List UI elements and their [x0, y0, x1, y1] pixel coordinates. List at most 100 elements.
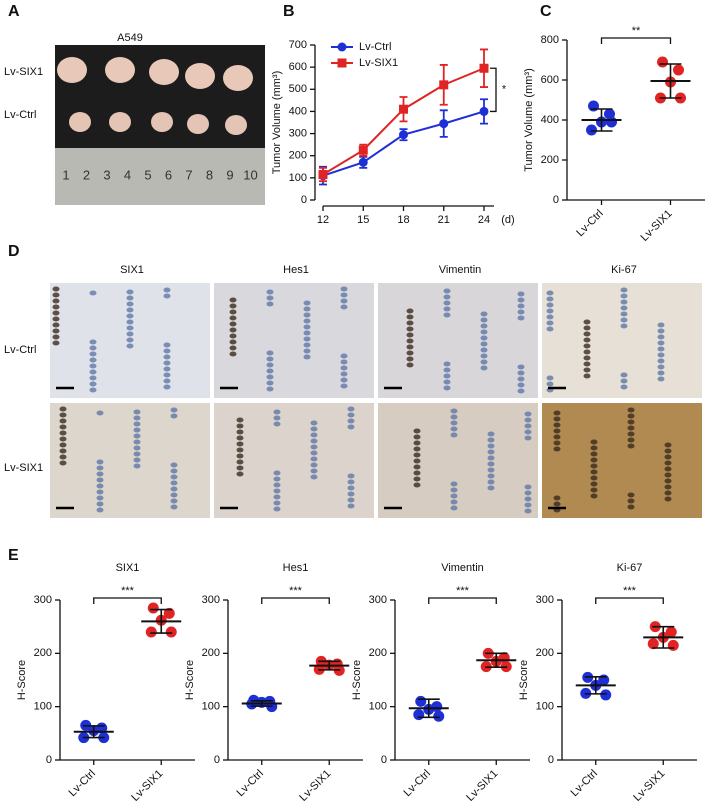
cell [590, 475, 598, 481]
cell [340, 304, 348, 310]
cell [450, 426, 458, 432]
cell [657, 334, 665, 340]
cell [303, 306, 311, 312]
x-tick-label: 21 [438, 214, 450, 226]
x-tick-label: 18 [397, 214, 409, 226]
y-tick-label: 100 [369, 701, 387, 713]
cell [553, 495, 561, 501]
cell [52, 310, 60, 316]
cell [170, 474, 178, 480]
data-point [147, 602, 159, 614]
cell [406, 356, 414, 362]
y-tick-label: 300 [202, 594, 220, 606]
cell [236, 429, 244, 435]
cell [89, 381, 97, 387]
sig-bracket [93, 597, 162, 604]
ruler [55, 148, 265, 205]
cell [657, 376, 665, 382]
y-tick-label: 0 [553, 194, 559, 206]
cell [126, 337, 134, 343]
cell [664, 442, 672, 448]
cell [583, 325, 591, 331]
y-tick-label: 100 [34, 701, 52, 713]
y-tick-label: 500 [289, 83, 307, 95]
cell [413, 476, 421, 482]
cell [620, 293, 628, 299]
cell [273, 409, 281, 415]
cell [413, 434, 421, 440]
cell [96, 507, 104, 513]
cell [236, 417, 244, 423]
cell [450, 420, 458, 426]
cell [517, 376, 525, 382]
cell [52, 286, 60, 292]
cell [340, 371, 348, 377]
cell [480, 335, 488, 341]
chart-title: Ki-67 [617, 562, 643, 574]
cell [553, 446, 561, 452]
cell [664, 460, 672, 466]
data-point [586, 124, 597, 136]
cell [590, 487, 598, 493]
y-tick-label: 300 [536, 594, 554, 606]
cell [340, 359, 348, 365]
cell [310, 420, 318, 426]
cell [89, 363, 97, 369]
cell [406, 332, 414, 338]
cell [487, 485, 495, 491]
cell [96, 465, 104, 471]
cell [406, 350, 414, 356]
ruler-number: 7 [185, 167, 192, 182]
cell [340, 377, 348, 383]
cell [163, 360, 171, 366]
cell [620, 317, 628, 323]
cell [340, 365, 348, 371]
cell [413, 446, 421, 452]
cell [89, 357, 97, 363]
cell [524, 508, 532, 514]
cell [413, 482, 421, 488]
cell [59, 430, 67, 436]
cell [480, 347, 488, 353]
significance: *** [623, 585, 637, 597]
cell [266, 362, 274, 368]
cell [664, 484, 672, 490]
row-label: Lv-SIX1 [4, 66, 43, 78]
cell [133, 463, 141, 469]
sig-bracket [595, 597, 664, 604]
column-label: Ki-67 [611, 264, 637, 276]
cell [443, 312, 451, 318]
cell [266, 350, 274, 356]
ihc-image [378, 403, 538, 518]
cell [657, 358, 665, 364]
row-label: Lv-SIX1 [4, 462, 43, 474]
x-tick-label: Lv-SIX1 [129, 768, 165, 804]
cell [133, 433, 141, 439]
cell [524, 484, 532, 490]
cell [517, 309, 525, 315]
y-tick-label: 200 [34, 647, 52, 659]
data-point [433, 710, 445, 722]
cell [517, 303, 525, 309]
data-point [647, 638, 659, 650]
cell [590, 445, 598, 451]
cell [170, 480, 178, 486]
cell [517, 364, 525, 370]
y-tick-label: 200 [536, 647, 554, 659]
cell [133, 409, 141, 415]
cell [450, 493, 458, 499]
column-label: Hes1 [283, 264, 309, 276]
cell [413, 470, 421, 476]
cell [413, 452, 421, 458]
cell [52, 334, 60, 340]
cell [553, 416, 561, 422]
cell [229, 321, 237, 327]
cell [480, 323, 488, 329]
x-tick-label: Lv-SIX1 [631, 768, 667, 804]
column-label: SIX1 [120, 264, 144, 276]
cell [406, 308, 414, 314]
cell [126, 325, 134, 331]
cell [627, 413, 635, 419]
ruler-number: 8 [206, 167, 213, 182]
cell [517, 370, 525, 376]
